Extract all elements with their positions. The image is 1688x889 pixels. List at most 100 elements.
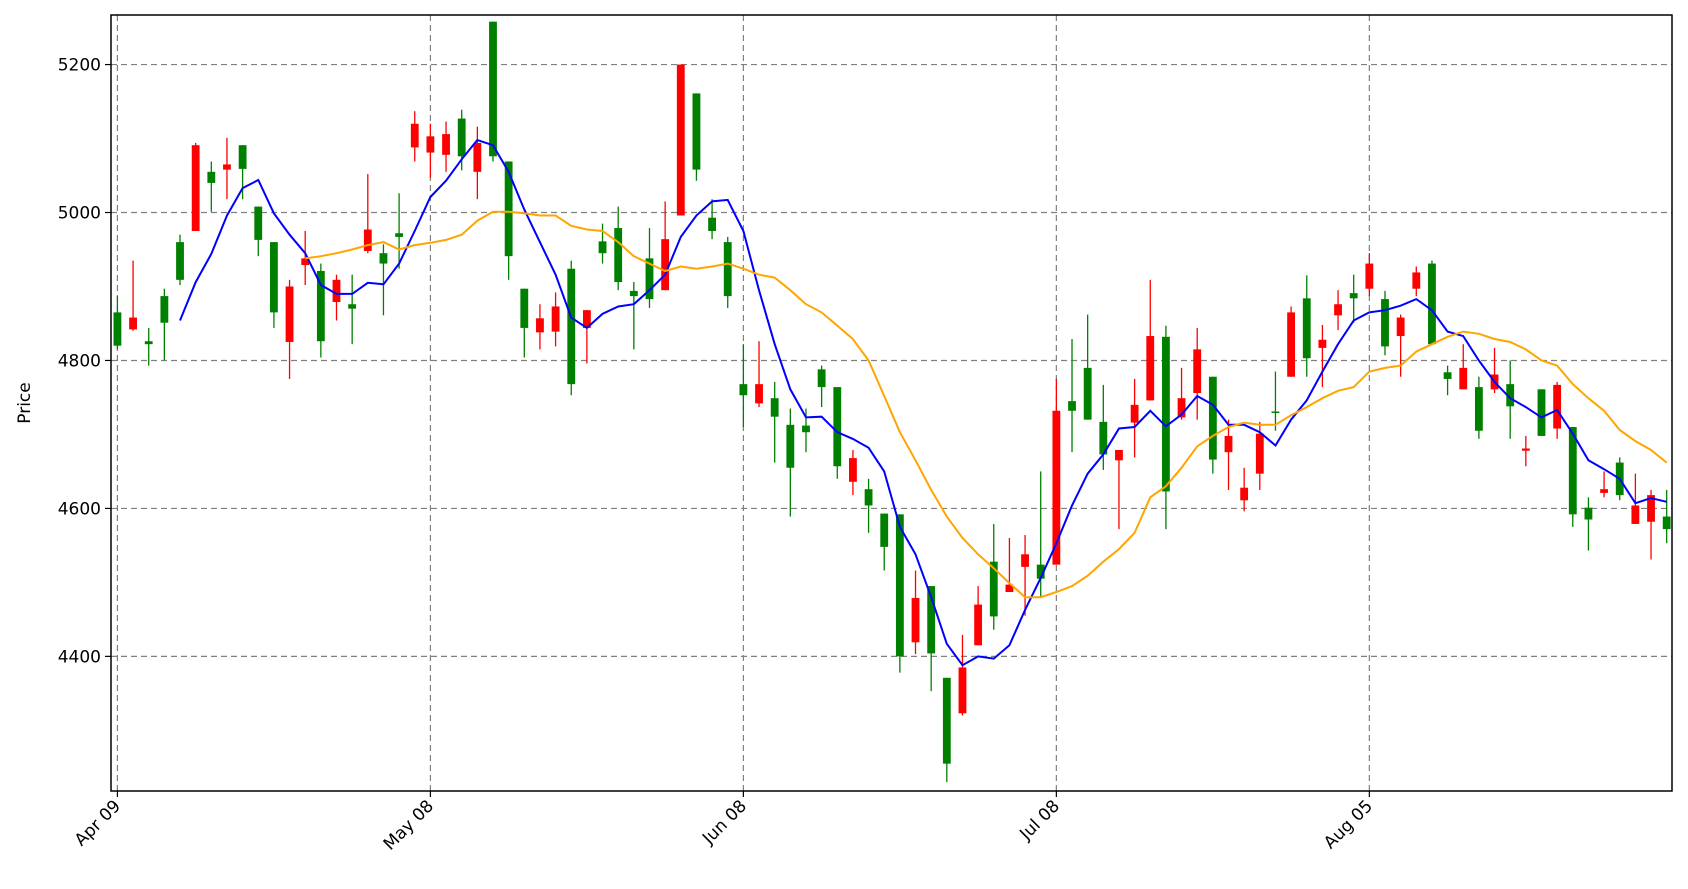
candle-body [770, 398, 779, 417]
candle-body [645, 258, 654, 300]
candle-body [927, 586, 936, 654]
candle-body [692, 93, 701, 170]
candle-body [582, 310, 591, 328]
candle-body [160, 296, 169, 323]
candle-body [1161, 336, 1170, 492]
candle-body [504, 161, 513, 257]
candle-body [395, 233, 404, 237]
candle-body [1177, 398, 1186, 418]
candle-body [614, 228, 623, 283]
y-tick-label: 5200 [58, 56, 101, 76]
candle-body [1584, 507, 1593, 520]
candle-body [1537, 389, 1546, 436]
candle-body [1631, 505, 1640, 524]
candle-body [739, 384, 748, 396]
y-axis-label: Price [15, 382, 35, 423]
candle-body [1428, 263, 1436, 345]
candle-body [911, 597, 920, 643]
candle-body [1443, 372, 1452, 379]
candle-body [1349, 293, 1358, 299]
candle-body [520, 288, 529, 328]
candle-body [1146, 336, 1155, 401]
candle-body [676, 64, 685, 216]
candle-body [301, 258, 310, 266]
candle-body [348, 304, 357, 309]
candle-body [1255, 433, 1264, 474]
candle-body [1021, 554, 1029, 567]
moving-average-line [179, 138, 1667, 667]
candle-body [1224, 435, 1233, 453]
candle-body [1521, 448, 1530, 451]
candle-body [723, 242, 732, 297]
candle-body [536, 318, 544, 333]
candle-body [1459, 367, 1468, 390]
y-tick-label: 5000 [58, 204, 101, 224]
candle-body [661, 239, 670, 291]
candle-body [1083, 367, 1092, 420]
candle-body [629, 290, 638, 297]
candle-body [191, 145, 200, 232]
candle-body [1365, 263, 1374, 289]
candle-body [129, 317, 137, 330]
candle-body [880, 513, 889, 547]
candle-body [1600, 489, 1608, 493]
candle-body [473, 142, 482, 172]
candle-body [442, 134, 450, 155]
candle-body [974, 604, 983, 646]
candle-body [989, 561, 998, 617]
candle-body [1036, 564, 1045, 579]
candle-body [1005, 584, 1014, 593]
plot-frame [110, 14, 1673, 792]
candle-body [802, 425, 810, 433]
candle-body [958, 667, 967, 714]
candle-body [1302, 298, 1311, 359]
candle-body [1068, 401, 1076, 411]
candle-body [895, 514, 904, 657]
candle-body [1130, 404, 1139, 423]
candle-body [489, 21, 497, 157]
candle-body [567, 268, 576, 385]
candle-body [1647, 495, 1655, 522]
moving-average-line [305, 210, 1668, 599]
candle-body [238, 145, 247, 169]
candle-body [223, 164, 231, 170]
candle-body [269, 242, 278, 313]
candle-body [379, 253, 388, 264]
candle-body [1412, 272, 1421, 289]
candle-body [1553, 384, 1562, 429]
candle-body [755, 384, 763, 404]
candle-body [864, 489, 873, 506]
candle-body [1506, 384, 1515, 407]
candle-body [849, 458, 857, 482]
candle-body [113, 312, 122, 346]
candle-body [1287, 312, 1296, 377]
candle-body [551, 306, 560, 332]
candle-body [1240, 487, 1249, 501]
candle-body [1115, 449, 1123, 461]
candle-body [1052, 410, 1061, 565]
y-tick-label: 4400 [58, 647, 101, 667]
candle-body [1334, 304, 1342, 316]
candle-body [426, 136, 435, 153]
candle-body [254, 206, 263, 240]
candle-body [942, 677, 951, 764]
candle-body [285, 286, 294, 342]
candle-body [708, 217, 716, 232]
candle-body [1474, 387, 1483, 431]
candle-body [144, 341, 153, 345]
candle-body [1318, 339, 1327, 348]
candle-body [176, 242, 184, 280]
candle-body [332, 279, 341, 303]
candle-body [1208, 376, 1217, 460]
y-tick-label: 4800 [58, 351, 101, 371]
candle-body [1568, 427, 1577, 515]
candle-body [833, 387, 842, 467]
candle-body [363, 229, 372, 251]
candle-body [1099, 421, 1108, 455]
candle-body [1396, 317, 1405, 337]
candle-body [1662, 516, 1671, 530]
candle-body [786, 424, 795, 468]
candle-body [207, 171, 216, 183]
